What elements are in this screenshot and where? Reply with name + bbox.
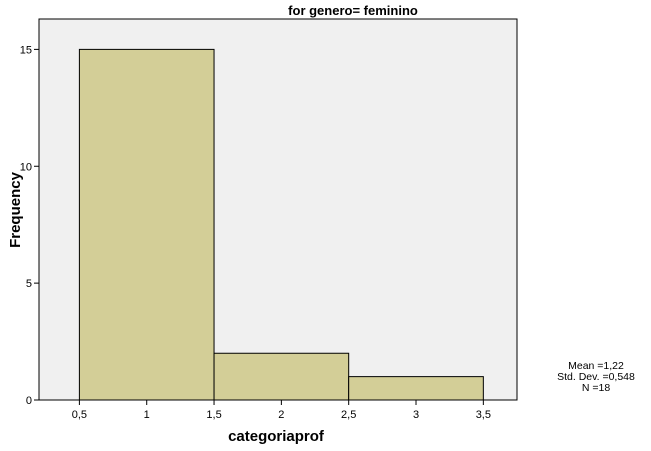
chart-title: for genero= feminino: [288, 3, 418, 18]
x-tick-label: 2,5: [341, 409, 356, 421]
x-tick-label: 3,5: [476, 409, 491, 421]
x-tick-label: 1: [144, 409, 150, 421]
y-tick-label: 5: [26, 278, 32, 290]
y-axis-label: Frequency: [7, 171, 24, 248]
histogram-bar-1: [78, 48, 215, 401]
y-tick-label: 10: [20, 161, 32, 173]
stats-box: Mean =1,22 Std. Dev. =0,548 N =18: [548, 361, 644, 394]
x-tick-label: 1,5: [206, 409, 221, 421]
histogram-bar-2: [213, 352, 350, 401]
x-axis-label: categoriaprof: [228, 428, 325, 445]
stats-mean: Mean =1,22: [568, 360, 624, 372]
y-tick-label: 0: [26, 395, 32, 407]
x-tick-label: 2: [278, 409, 284, 421]
bars-group: [78, 48, 484, 401]
x-axis: 0,5 1 1,5 2 2,5 3 3,5: [72, 400, 491, 421]
histogram-bar-3: [348, 376, 484, 401]
y-tick-label: 15: [20, 44, 32, 56]
x-tick-label: 0,5: [72, 409, 87, 421]
y-axis: 0 5 10 15: [20, 44, 39, 407]
stats-std-dev: Std. Dev. =0,548: [557, 371, 635, 383]
x-tick-label: 3: [413, 409, 419, 421]
stats-n: N =18: [581, 382, 611, 394]
